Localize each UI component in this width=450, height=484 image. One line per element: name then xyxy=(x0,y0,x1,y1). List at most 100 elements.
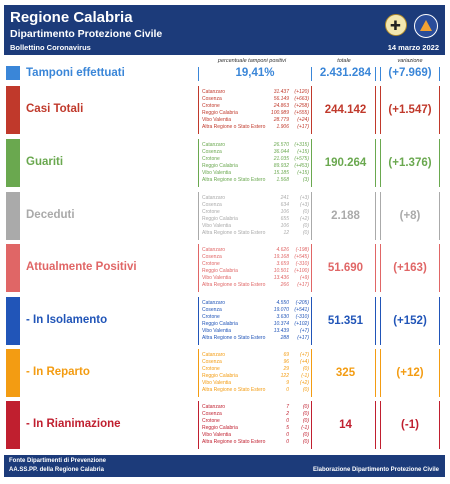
province-name: Reggio Calabria xyxy=(202,110,238,116)
province-value: 24.863 xyxy=(273,103,289,109)
province-delta: (+555) xyxy=(294,110,309,116)
section-label: - In Rianimazione xyxy=(26,418,121,430)
tamponi-variation: (+7.969) xyxy=(380,67,440,81)
province-value: 0 xyxy=(286,387,289,393)
province-value: 266 xyxy=(280,282,289,288)
province-delta: (-310) xyxy=(295,314,309,320)
province-delta: (+120) xyxy=(294,89,309,95)
province-value: 13.439 xyxy=(273,328,289,334)
section-variation: (-1) xyxy=(380,401,440,449)
total-column-header: totale xyxy=(337,58,351,64)
province-name: Vibo Valentia xyxy=(202,223,232,229)
province-line: Catanzaro 26.570 (+315) xyxy=(202,142,309,149)
section-row: Attualmente Positivi Catanzaro 4.626 (-198)… xyxy=(4,244,445,292)
province-breakdown: Catanzaro 4.550 (-205) Cosenza 19.070 (+541) C… xyxy=(198,297,312,345)
province-delta: (+2) xyxy=(299,216,309,222)
section-row: - In Isolamento Catanzaro 4.550 (-205) Cosen… xyxy=(4,297,445,345)
province-line: Vibo Valentia 28.779 (+24) xyxy=(202,117,309,124)
province-line: Vibo Valentia 13.436 (+9) xyxy=(202,275,309,282)
province-delta: (-205) xyxy=(295,300,309,306)
province-name: Crotone xyxy=(202,261,220,267)
province-delta: (+4) xyxy=(299,359,309,365)
province-line: Catanzaro 241 (+3) xyxy=(202,195,309,202)
section-color-bar xyxy=(6,192,20,240)
section-color-bar xyxy=(6,139,20,187)
province-name: Crotone xyxy=(202,314,220,320)
province-delta: (+258) xyxy=(294,103,309,109)
province-value: 10.374 xyxy=(273,321,289,327)
percent-column-header: percentuale tamponi positivi xyxy=(217,58,287,64)
province-delta: (+24) xyxy=(297,117,309,123)
province-name: Catanzaro xyxy=(202,247,226,253)
section-variation: (+1.547) xyxy=(380,86,440,134)
province-line: Altra Regione o Stato Estero 0 (0) xyxy=(202,439,309,446)
tamponi-color-bar xyxy=(6,66,20,80)
tamponi-total: 2.431.284 xyxy=(316,67,376,81)
section-color-bar xyxy=(6,86,20,134)
province-delta: (0) xyxy=(302,439,309,445)
section-total: 51.351 xyxy=(316,297,376,345)
province-delta: (0) xyxy=(302,223,309,229)
province-value: 26.570 xyxy=(273,142,289,148)
province-delta: (+7) xyxy=(299,352,309,358)
province-line: Catanzaro 4.550 (-205) xyxy=(202,300,309,307)
province-breakdown: Catanzaro 26.570 (+315) Cosenza 36.044 (+15) C… xyxy=(198,139,312,187)
province-value: 100.989 xyxy=(270,110,289,116)
province-delta: (0) xyxy=(302,366,309,372)
section-row: - In Reparto Catanzaro 69 (+7) Cosenza 96 (+4)… xyxy=(4,349,445,397)
province-delta: (+2) xyxy=(299,380,309,386)
province-breakdown: Catanzaro 4.626 (-198) Cosenza 19.168 (+545) C… xyxy=(198,244,312,292)
civil-protection-logo-icon xyxy=(414,14,438,38)
province-delta: (+663) xyxy=(294,96,309,102)
province-value: 36.044 xyxy=(273,149,289,155)
province-name: Reggio Calabria xyxy=(202,373,238,379)
province-breakdown: Catanzaro 31.437 (+120) Cosenza 56.149 (+663)… xyxy=(198,86,312,134)
section-variation: (+8) xyxy=(380,192,440,240)
province-name: Crotone xyxy=(202,366,220,372)
province-breakdown: Catanzaro 7 (0) Cosenza 2 (0) Crotone 0 (0) Reggi… xyxy=(198,401,312,449)
province-value: 0 xyxy=(286,418,289,424)
province-delta: (+17) xyxy=(297,335,309,341)
province-delta: (0) xyxy=(302,418,309,424)
province-line: Reggio Calabria 89.932 (+453) xyxy=(202,163,309,170)
section-total: 51.690 xyxy=(316,244,376,292)
province-value: 1.568 xyxy=(276,177,289,183)
province-value: 13.436 xyxy=(273,275,289,281)
province-line: Vibo Valentia 15.185 (+15) xyxy=(202,170,309,177)
variation-column-header: variazione xyxy=(397,58,423,64)
section-variation: (+12) xyxy=(380,349,440,397)
province-name: Crotone xyxy=(202,103,220,109)
province-delta: (+541) xyxy=(294,307,309,313)
section-row: Deceduti Catanzaro 241 (+3) Cosenza 634 (+3) Cr… xyxy=(4,192,445,240)
province-name: Catanzaro xyxy=(202,352,226,358)
bulletin-date: 14 marzo 2022 xyxy=(387,43,439,52)
province-breakdown: Catanzaro 241 (+3) Cosenza 634 (+3) Crotone 106… xyxy=(198,192,312,240)
province-name: Cosenza xyxy=(202,307,222,313)
province-name: Altra Regione o Stato Estero xyxy=(202,177,266,183)
section-total: 14 xyxy=(316,401,376,449)
province-name: Crotone xyxy=(202,418,220,424)
province-line: Reggio Calabria 10.501 (+100) xyxy=(202,268,309,275)
province-line: Crotone 3.630 (-310) xyxy=(202,314,309,321)
province-delta: (+17) xyxy=(297,124,309,130)
province-line: Cosenza 36.044 (+15) xyxy=(202,149,309,156)
section-total: 325 xyxy=(316,349,376,397)
province-line: Cosenza 634 (+3) xyxy=(202,202,309,209)
province-name: Vibo Valentia xyxy=(202,432,232,438)
footer-banner: Fonte Dipartimenti di Prevenzione AA.SS.… xyxy=(4,455,445,477)
province-name: Altra Regione o Stato Estero xyxy=(202,387,266,393)
province-value: 15.185 xyxy=(273,170,289,176)
section-label: - In Reparto xyxy=(26,366,90,378)
province-name: Altra Regione o Stato Estero xyxy=(202,439,266,445)
province-name: Catanzaro xyxy=(202,404,226,410)
province-line: Catanzaro 31.437 (+120) xyxy=(202,89,309,96)
province-line: Altra Regione o Stato Estero 1.906 (+17) xyxy=(202,124,309,131)
province-value: 288 xyxy=(280,335,289,341)
province-value: 9 xyxy=(286,380,289,386)
province-name: Crotone xyxy=(202,156,220,162)
section-row: Casi Totali Catanzaro 31.437 (+120) Cosenza 5… xyxy=(4,86,445,134)
province-line: Altra Regione o Stato Estero 266 (+17) xyxy=(202,282,309,289)
province-line: Reggio Calabria 122 (-1) xyxy=(202,373,309,380)
province-value: 634 xyxy=(280,202,289,208)
province-name: Cosenza xyxy=(202,202,222,208)
